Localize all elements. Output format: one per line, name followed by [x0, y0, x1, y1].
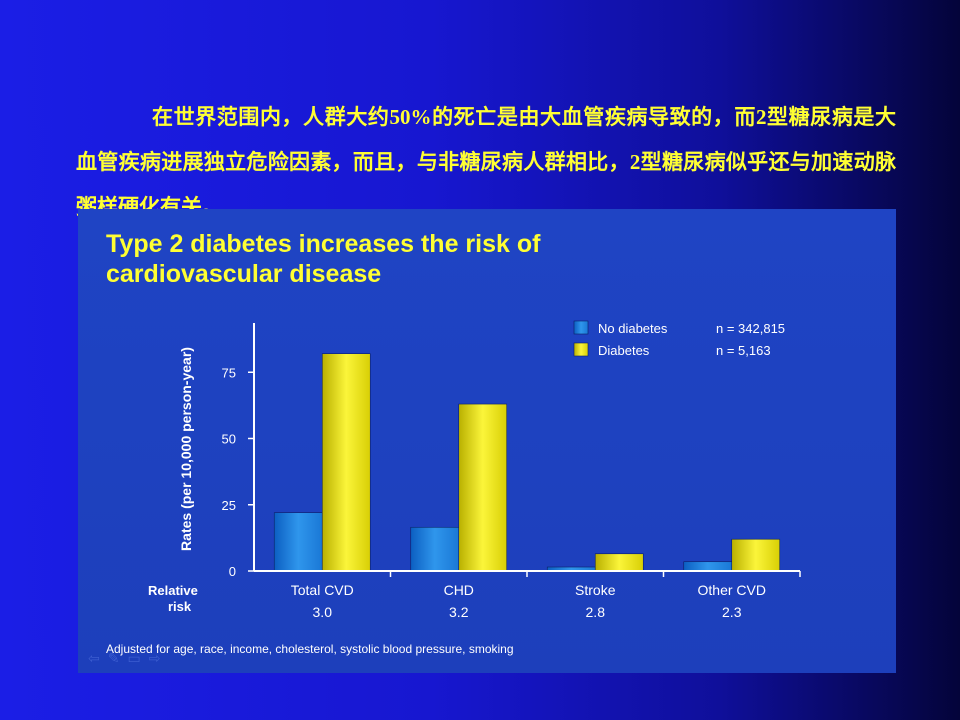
relative-risk-value: 2.3 [722, 604, 742, 620]
y-axis-label: Rates (per 10,000 person-year) [178, 347, 194, 551]
legend-label: No diabetes [598, 321, 668, 336]
relative-risk-value: 3.2 [449, 604, 469, 620]
bar-diabetes [321, 353, 371, 572]
bar-chart: 0 25 50 75 Rates (per 10,000 person-year) To… [106, 320, 801, 656]
bar-no-diabetes [273, 512, 323, 572]
legend-sample-size: n = 342,815 [716, 321, 785, 336]
legend-swatch-no-diabetes [573, 320, 589, 335]
x-category-label: Total CVD [291, 582, 354, 598]
forward-arrow-icon[interactable]: ⇨ [148, 651, 161, 667]
legend-label: Diabetes [598, 343, 650, 358]
bar-no-diabetes [410, 526, 460, 572]
x-category-label: CHD [444, 582, 474, 598]
pen-icon[interactable]: ✎ [107, 651, 120, 667]
intro-paragraph: 在世界范围内，人群大约50%的死亡是由大血管疾病导致的，而2型糖尿病是大血管疾病… [76, 105, 896, 219]
bar-diabetes [458, 403, 508, 572]
legend-sample-size: n = 5,163 [716, 343, 771, 358]
chart-title-line-2: cardiovascular disease [106, 260, 382, 288]
menu-icon[interactable]: ▭ [127, 651, 141, 667]
back-arrow-icon[interactable]: ⇦ [88, 651, 100, 667]
x-category-label: Stroke [575, 582, 616, 598]
bar-diabetes [594, 553, 644, 572]
legend-swatch-diabetes [573, 342, 589, 357]
bar-diabetes [731, 538, 781, 572]
y-tick-label: 0 [229, 564, 236, 579]
y-tick-label: 75 [222, 365, 236, 380]
y-tick-label: 50 [222, 432, 236, 447]
bar-no-diabetes [683, 561, 733, 572]
relative-risk-value: 2.8 [586, 604, 606, 620]
relative-risk-label-line-1: Relative [148, 583, 198, 598]
x-category-label: Other CVD [698, 582, 766, 598]
relative-risk-label-line-2: risk [168, 599, 192, 614]
relative-risk-value: 3.0 [313, 604, 333, 620]
chart-title: Type 2 diabetes increases the risk of ca… [106, 229, 540, 289]
chart-title-line-1: Type 2 diabetes increases the risk of [106, 230, 541, 258]
chart-panel: Type 2 diabetes increases the risk of ca… [78, 209, 896, 673]
slide-nav: ⇦ ✎ ▭ ⇨ [88, 651, 160, 667]
chart-footnote: Adjusted for age, race, income, choleste… [106, 642, 514, 656]
y-tick-label: 25 [222, 498, 236, 513]
